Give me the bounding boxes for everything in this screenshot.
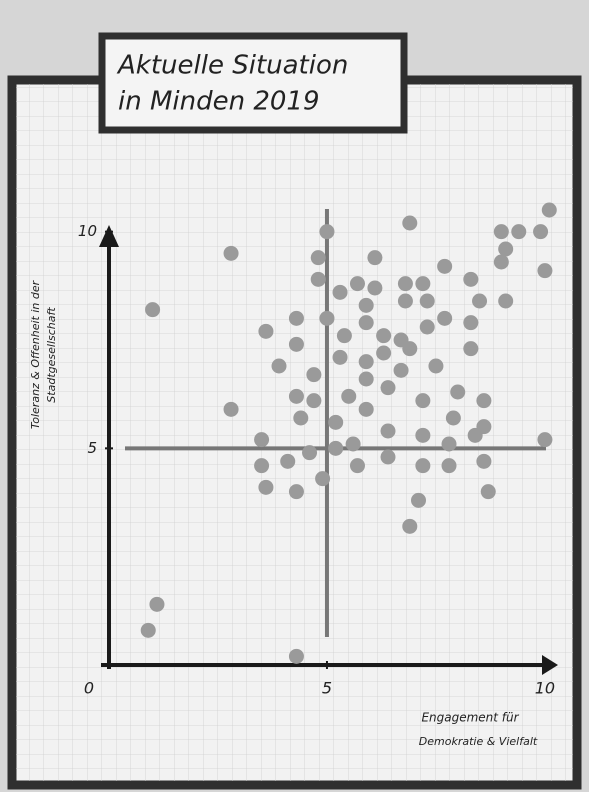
paper-grid [16,84,573,781]
point [140,622,156,638]
point [367,280,383,296]
point [254,458,270,474]
point [310,271,326,287]
point [332,284,348,300]
point [319,224,335,240]
point [397,293,413,309]
point [415,458,431,474]
point [358,371,374,387]
point [419,319,435,335]
point [463,341,479,357]
point [376,328,392,344]
x-axis-label: Engagement für [421,711,519,725]
point [223,245,239,261]
point [441,458,457,474]
point [450,384,466,400]
point [332,349,348,365]
point [380,449,396,465]
chart-title: Aktuelle Situation [116,51,348,81]
point [345,436,361,452]
point [476,453,492,469]
point [258,479,274,495]
point [537,263,553,279]
y-tick-label: 5 [87,439,97,457]
point [476,419,492,435]
point [367,250,383,266]
point [149,596,165,612]
point [463,271,479,287]
point [288,648,304,664]
point [415,393,431,409]
point [145,302,161,318]
point [533,224,549,240]
x-tick-label: 0 [84,679,94,698]
point [498,241,514,257]
point [476,393,492,409]
point [537,432,553,448]
point [402,215,418,231]
point [349,458,365,474]
point [493,224,509,240]
point [349,276,365,292]
point [428,358,444,374]
y-tick-label: 10 [78,222,97,240]
point [258,323,274,339]
point [441,436,457,452]
point [511,224,527,240]
y-axis-label: Toleranz & Offenheit in der [29,279,42,429]
x-tick-label: 5 [322,679,332,698]
point [302,445,318,461]
point [223,401,239,417]
point [254,432,270,448]
point [319,310,335,326]
point [463,315,479,331]
point [315,471,331,487]
point [380,380,396,396]
point [415,427,431,443]
point [437,258,453,274]
point [415,276,431,292]
point [498,293,514,309]
point [393,362,409,378]
x-axis-label: Demokratie & Vielfalt [419,735,538,748]
point [310,250,326,266]
y-axis-label: Stadtgesellschaft [45,307,58,403]
y-axis-arrow [99,225,119,247]
point [480,484,496,500]
point [336,328,352,344]
point [306,393,322,409]
point [541,202,557,218]
point [472,293,488,309]
point [493,254,509,270]
point [358,354,374,370]
point [288,336,304,352]
point [271,358,287,374]
chart-title: in Minden 2019 [118,87,320,117]
point [376,345,392,361]
x-tick-label: 10 [535,679,555,698]
point [328,440,344,456]
point [306,367,322,383]
point [380,423,396,439]
title-box [98,32,408,134]
point [288,388,304,404]
point [402,518,418,534]
x-axis-arrow [542,655,558,675]
point [293,410,309,426]
point [358,297,374,313]
point [288,484,304,500]
point [328,414,344,430]
point [358,401,374,417]
point [288,310,304,326]
point [397,276,413,292]
point [437,310,453,326]
point [445,410,461,426]
point [280,453,296,469]
point [419,293,435,309]
point [358,315,374,331]
point [402,341,418,357]
point [411,492,427,508]
point [341,388,357,404]
